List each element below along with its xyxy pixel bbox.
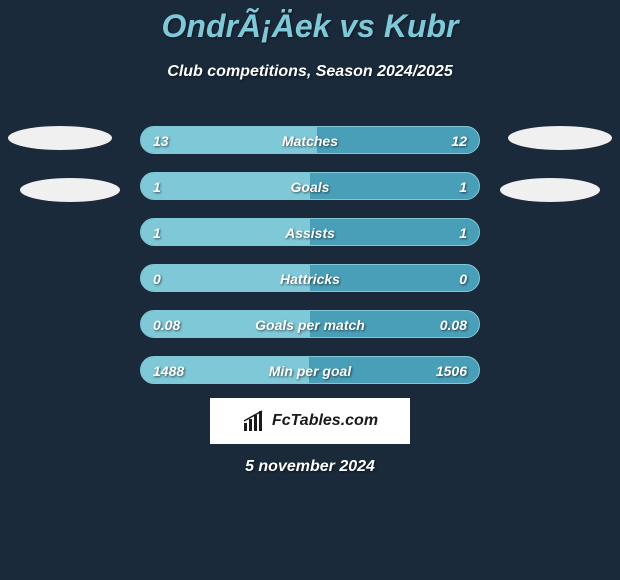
stat-right-value: 1506: [436, 357, 467, 384]
stat-row-min-per-goal: 1488 Min per goal 1506: [140, 356, 480, 384]
stat-right-value: 0: [459, 265, 467, 292]
stat-row-hattricks: 0 Hattricks 0: [140, 264, 480, 292]
stat-row-goals-per-match: 0.08 Goals per match 0.08: [140, 310, 480, 338]
comparison-title: OndrÃ¡Äek vs Kubr: [0, 0, 620, 45]
player-left-badge-2: [20, 178, 120, 202]
chart-icon: [242, 409, 266, 433]
stat-label: Matches: [141, 127, 479, 154]
date-text: 5 november 2024: [0, 458, 620, 476]
stat-right-value: 1: [459, 173, 467, 200]
stat-right-value: 1: [459, 219, 467, 246]
comparison-subtitle: Club competitions, Season 2024/2025: [0, 63, 620, 81]
stat-row-assists: 1 Assists 1: [140, 218, 480, 246]
player-right-badge-1: [508, 126, 612, 150]
stat-label: Goals: [141, 173, 479, 200]
stat-row-goals: 1 Goals 1: [140, 172, 480, 200]
stat-right-value: 12: [451, 127, 467, 154]
stats-container: 13 Matches 12 1 Goals 1 1 Assists 1 0 Ha…: [140, 126, 480, 402]
stat-label: Hattricks: [141, 265, 479, 292]
stat-row-matches: 13 Matches 12: [140, 126, 480, 154]
stat-label: Min per goal: [141, 357, 479, 384]
fctables-logo[interactable]: FcTables.com: [210, 398, 410, 444]
logo-text: FcTables.com: [272, 412, 378, 430]
stat-right-value: 0.08: [440, 311, 467, 338]
stat-label: Goals per match: [141, 311, 479, 338]
stat-label: Assists: [141, 219, 479, 246]
player-right-badge-2: [500, 178, 600, 202]
player-left-badge-1: [8, 126, 112, 150]
